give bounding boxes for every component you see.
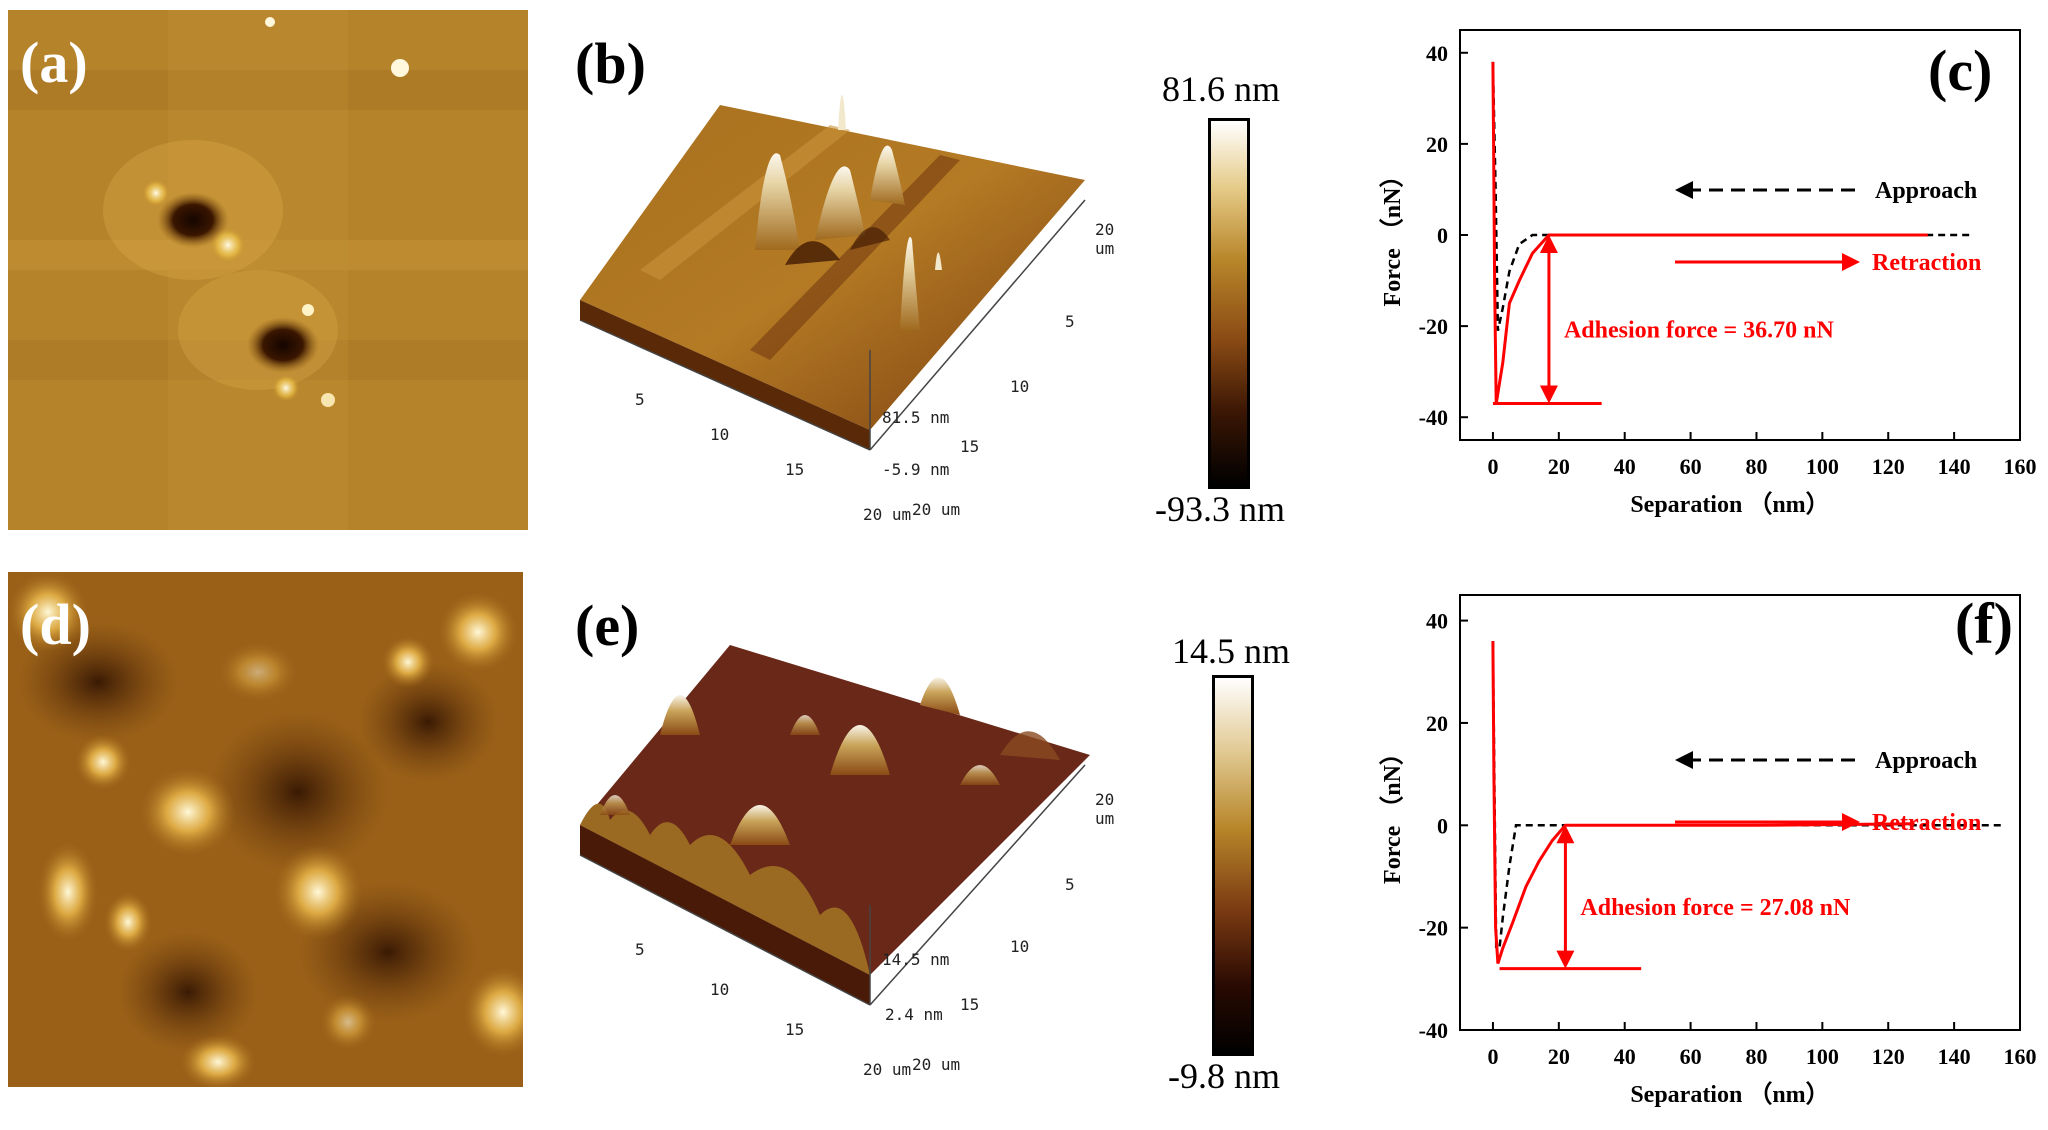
adhesion-arrow-down — [1556, 950, 1575, 969]
z-tick-e-2: 2.4 nm — [885, 1005, 943, 1024]
x-tick-label: 40 — [1614, 454, 1636, 479]
y-tick-e-4: 20 um — [912, 1055, 961, 1074]
y-tick-b-2: 10 — [1010, 377, 1030, 396]
y-tick-label: -40 — [1419, 405, 1448, 430]
y-tick-label: 0 — [1437, 813, 1448, 838]
x-tick-label: 100 — [1806, 1044, 1839, 1069]
y-tick-e-2: 10 — [1010, 937, 1030, 956]
afm-3d-b: 5 10 15 20 um 5 10 15 20 um 20 um 81.5 n… — [560, 20, 1120, 530]
x-tick-label: 100 — [1806, 454, 1839, 479]
x-tick-label: 0 — [1487, 1044, 1498, 1069]
z-tick-b-2: -5.9 nm — [882, 460, 950, 479]
retraction-line — [1491, 641, 1915, 964]
x-axis-label: Separation （nm） — [1630, 1081, 1829, 1108]
panel-label-c: (c) — [1928, 38, 1993, 103]
x-tick-label: 80 — [1745, 454, 1767, 479]
x-tick-e-1: 5 — [635, 940, 645, 959]
legend-retraction-label: Retraction — [1872, 810, 1981, 836]
colorbar-b — [1208, 118, 1250, 489]
x-tick-b-4: 20 um — [863, 505, 912, 524]
z-tick-e-1: 14.5 nm — [882, 950, 950, 969]
top-tick-b: 20 um — [1095, 220, 1115, 258]
adhesion-arrow-up — [1556, 825, 1575, 844]
x-tick-label: 140 — [1938, 454, 1971, 479]
x-tick-label: 20 — [1548, 1044, 1570, 1069]
legend-retraction-arrow — [1842, 253, 1860, 271]
z-tick-b-1: 81.5 nm — [882, 408, 950, 427]
panel-label-a: (a) — [20, 30, 88, 95]
colorbar-e-min: -9.8 nm — [1168, 1056, 1280, 1096]
panel-label-f: (f) — [1955, 591, 2013, 656]
y-tick-b-1: 5 — [1065, 312, 1075, 331]
adhesion-arrow-up — [1539, 235, 1558, 253]
x-tick-e-4: 20 um — [863, 1060, 912, 1079]
legend-retraction-label: Retraction — [1872, 250, 1981, 276]
x-tick-label: 40 — [1614, 1044, 1636, 1069]
x-tick-label: 160 — [2004, 454, 2037, 479]
force-curve-svg-f: 0 20 40 60 80 100 120 140 160 -40 -20 0 20 40 Separati… — [1379, 594, 2037, 1108]
panel-label-d: (d) — [20, 592, 91, 657]
y-tick-label: -20 — [1419, 314, 1448, 339]
adhesion-force-label: Adhesion force = 36.70 nN — [1564, 317, 1835, 343]
force-curve-svg-c: 0 20 40 60 80 100 120 140 160 -40 -20 0 20 40 Separati… — [1379, 29, 2037, 518]
force-curve-chart-c: 0 20 40 60 80 100 120 140 160 -40 -20 0 20 40 Separati… — [1360, 20, 2040, 540]
legend-approach-label: Approach — [1875, 748, 1977, 774]
panel-label-b: (b) — [575, 31, 646, 96]
afm-3d-e: 5 10 15 20 um 5 10 15 20 um 20 um 14.5 n… — [560, 585, 1120, 1095]
y-tick-e-3: 15 — [960, 995, 980, 1014]
x-tick-label: 120 — [1872, 454, 1905, 479]
x-tick-e-2: 10 — [710, 980, 730, 999]
y-tick-label: 20 — [1426, 132, 1448, 157]
x-tick-e-3: 15 — [785, 1020, 805, 1039]
legend-approach-label: Approach — [1875, 178, 1977, 204]
x-tick-label: 60 — [1680, 454, 1702, 479]
afm-image-a: (a) — [8, 10, 528, 530]
x-axis-label: Separation （nm） — [1630, 491, 1829, 518]
y-tick-label: 20 — [1426, 711, 1448, 736]
force-curve-chart-f: 0 20 40 60 80 100 120 140 160 -40 -20 0 20 40 Separati… — [1360, 580, 2040, 1120]
y-tick-label: -40 — [1419, 1018, 1448, 1043]
colorbar-b-max: 81.6 nm — [1162, 69, 1281, 109]
colorbar-e-max: 14.5 nm — [1172, 631, 1291, 671]
x-tick-b-1: 5 — [635, 390, 645, 409]
x-tick-label: 60 — [1680, 1044, 1702, 1069]
y-tick-label: 0 — [1437, 223, 1448, 248]
x-tick-label: 160 — [2004, 1044, 2037, 1069]
top-tick-e: 20 um — [1095, 790, 1115, 828]
y-tick-b-3: 15 — [960, 437, 980, 456]
colorbar-b-min: -93.3 nm — [1155, 489, 1285, 529]
legend-approach-arrow — [1675, 751, 1693, 769]
y-tick-label: 40 — [1426, 609, 1448, 634]
y-axis-label: Force （nN） — [1379, 741, 1406, 884]
x-tick-label: 120 — [1872, 1044, 1905, 1069]
plot-frame — [1459, 594, 2021, 1031]
legend-approach-arrow — [1675, 181, 1693, 199]
x-tick-b-3: 15 — [785, 460, 805, 479]
y-tick-label: -20 — [1419, 916, 1448, 941]
adhesion-force-label: Adhesion force = 27.08 nN — [1580, 895, 1851, 921]
panel-label-e: (e) — [575, 593, 640, 658]
colorbar-e — [1212, 675, 1254, 1056]
y-tick-b-4: 20 um — [912, 500, 961, 519]
x-tick-label: 80 — [1745, 1044, 1767, 1069]
x-tick-label: 140 — [1938, 1044, 1971, 1069]
x-tick-label: 0 — [1487, 454, 1498, 479]
y-tick-e-1: 5 — [1065, 875, 1075, 894]
legend-retraction-arrow — [1842, 813, 1860, 831]
x-tick-label: 20 — [1548, 454, 1570, 479]
y-axis-label: Force （nN） — [1379, 164, 1406, 307]
x-tick-b-2: 10 — [710, 425, 730, 444]
y-tick-label: 40 — [1426, 41, 1448, 66]
retraction-line — [1491, 61, 1928, 404]
adhesion-arrow-down — [1539, 385, 1558, 404]
afm-image-d: (d) — [8, 572, 543, 1090]
